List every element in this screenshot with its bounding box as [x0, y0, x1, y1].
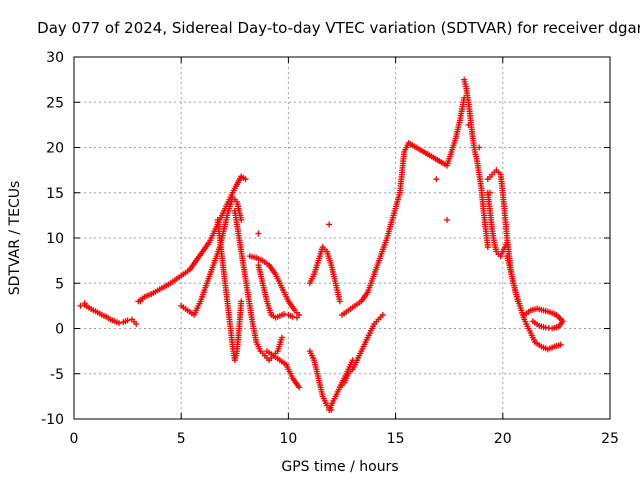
data-point-arc-tail-a	[557, 341, 564, 348]
data-point-isolated	[137, 298, 144, 305]
data-point-arc-drop-a	[238, 298, 245, 305]
data-point-isolated	[148, 291, 155, 298]
data-point-arc-mid-b	[293, 314, 300, 321]
y-tick-label: 30	[46, 50, 64, 66]
x-tick-label: 0	[70, 431, 79, 447]
tick-labels: 0 5 10 15 20 25 -10 -5 0 5 10 15 20 25 30	[41, 50, 619, 447]
data-point-arc-mid-b	[289, 313, 296, 320]
data-point-isolated	[81, 300, 88, 307]
data-point-arc-early	[116, 320, 123, 327]
y-tick-label: -10	[41, 412, 64, 428]
y-tick-label: -5	[50, 367, 64, 383]
y-tick-label: 0	[55, 322, 64, 338]
data-point-arc-drop-d	[504, 239, 511, 246]
data-point-isolated	[255, 230, 262, 237]
data-point-isolated	[444, 216, 451, 223]
grid-lines	[74, 57, 610, 419]
data-points	[77, 76, 566, 413]
plot-frame	[73, 56, 611, 420]
x-tick-label: 20	[494, 431, 512, 447]
x-tick-label: 10	[279, 431, 297, 447]
data-point-arc-tail-b	[529, 318, 536, 325]
y-tick-label: 20	[46, 141, 64, 157]
data-point-arc-low-b	[379, 311, 386, 318]
y-axis-label: SDTVAR / TECUs	[7, 181, 23, 296]
data-point-arc-rise-b	[238, 216, 245, 223]
y-tick-label: 15	[46, 186, 64, 202]
data-point-isolated	[476, 144, 483, 151]
data-point-arc-mid-c	[336, 298, 343, 305]
data-point-arc-mid-b	[281, 311, 288, 318]
x-tick-label: 25	[601, 431, 619, 447]
y-tick-label: 10	[46, 231, 64, 247]
data-point-isolated	[465, 121, 472, 128]
x-axis-label: GPS time / hours	[281, 459, 398, 475]
y-tick-label: 25	[46, 95, 64, 111]
data-point-arc-rise-a	[242, 176, 249, 183]
data-point-arc-peak-b	[484, 244, 491, 251]
data-point-arc-low-a	[296, 384, 303, 391]
data-point-arc-drop-b	[278, 334, 285, 341]
x-tick-label: 15	[387, 431, 405, 447]
data-point-arc-early	[124, 317, 131, 324]
x-tick-label: 5	[177, 431, 186, 447]
data-point-arc-early	[133, 320, 140, 327]
data-point-arc-early	[77, 302, 84, 309]
y-tick-label: 5	[55, 276, 64, 292]
chart-title: Day 077 of 2024, Sidereal Day-to-day VTE…	[37, 19, 640, 37]
data-point-isolated	[486, 189, 493, 196]
data-point-isolated	[433, 176, 440, 183]
data-point-isolated	[326, 221, 333, 228]
